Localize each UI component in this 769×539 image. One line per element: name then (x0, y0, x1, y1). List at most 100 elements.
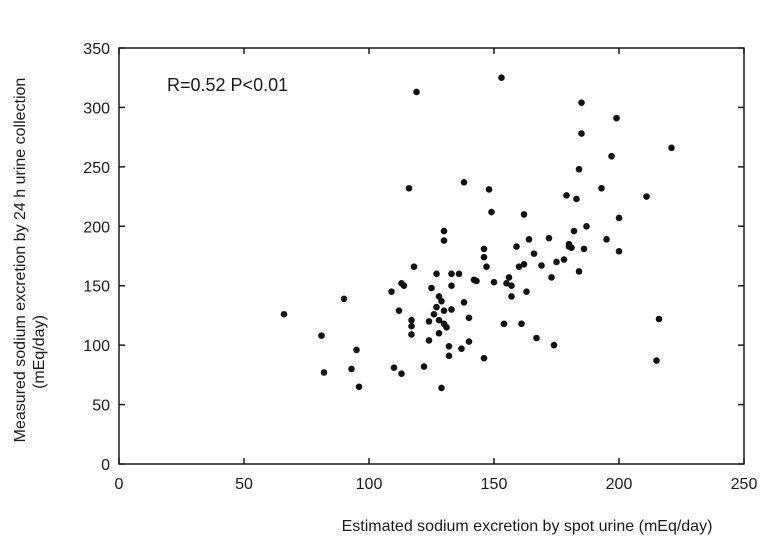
data-point (505, 274, 513, 281)
y-tick-label: 250 (83, 160, 110, 177)
data-point (410, 263, 418, 270)
data-point (395, 307, 403, 314)
y-axis-title-line-2: (mEq/day) (31, 315, 48, 389)
data-point (348, 365, 355, 373)
x-tick-label: 200 (606, 476, 633, 493)
data-point (608, 152, 615, 160)
data-point (485, 186, 493, 193)
data-point (398, 370, 405, 377)
data-point (405, 184, 413, 192)
data-point (445, 352, 453, 360)
data-point (568, 244, 575, 251)
data-point (388, 288, 395, 295)
data-point (340, 295, 348, 303)
data-point (500, 320, 508, 328)
data-point (355, 383, 363, 391)
data-point (480, 253, 488, 261)
x-tick-label: 100 (356, 476, 383, 493)
data-point (615, 214, 623, 222)
data-point (580, 245, 588, 253)
data-point (460, 299, 468, 306)
data-point (545, 234, 553, 242)
x-tick-label: 50 (235, 476, 253, 493)
data-point (520, 261, 528, 268)
data-point (408, 331, 415, 338)
y-tick-label: 50 (92, 398, 110, 415)
data-point (525, 236, 533, 243)
y-tick-label: 350 (83, 41, 110, 58)
data-point (553, 258, 560, 266)
data-point (480, 245, 488, 253)
data-point (440, 307, 448, 314)
data-point (425, 337, 433, 344)
data-point (460, 179, 468, 186)
data-point (615, 247, 623, 255)
data-point (598, 184, 605, 192)
data-point (563, 192, 570, 199)
data-point (560, 256, 568, 263)
data-point (570, 227, 578, 235)
data-point (440, 237, 448, 244)
data-point (655, 315, 663, 323)
data-point (440, 227, 448, 235)
data-point (318, 332, 325, 339)
data-point (280, 310, 288, 318)
data-point (465, 338, 473, 345)
data-point (613, 114, 620, 122)
data-point (523, 288, 530, 295)
y-tick-label: 0 (101, 457, 110, 474)
x-tick-label: 0 (115, 476, 124, 493)
data-point (420, 363, 428, 370)
data-point (520, 211, 528, 218)
data-point (503, 280, 510, 287)
x-axis-title: Estimated sodium excretion by spot urine… (342, 518, 713, 535)
data-point (473, 277, 480, 285)
y-axis-ticks: 0 50 100 150 200 250 300 350 (83, 41, 744, 474)
data-point (400, 282, 408, 290)
y-axis-title: Measured sodium excretion by 24 h urine … (12, 78, 48, 443)
data-point (448, 282, 455, 290)
data-point (578, 130, 585, 137)
data-point (438, 384, 445, 392)
data-point (653, 357, 660, 364)
data-point (433, 303, 440, 311)
data-point (438, 297, 445, 305)
y-tick-label: 200 (83, 219, 110, 236)
data-point (443, 324, 450, 331)
data-point (578, 99, 585, 106)
data-point (490, 278, 498, 286)
plot-frame (118, 47, 745, 465)
data-point (435, 316, 443, 324)
data-point (538, 262, 545, 269)
data-point (428, 284, 435, 292)
data-point (465, 314, 473, 322)
y-tick-label: 300 (83, 100, 110, 117)
x-tick-label: 250 (731, 476, 758, 493)
data-point (430, 310, 438, 318)
data-point (508, 293, 515, 300)
data-point (515, 263, 523, 270)
data-point (480, 354, 488, 362)
y-axis-title-line-1: Measured sodium excretion by 24 h urine … (12, 78, 29, 443)
data-point (390, 364, 398, 372)
axes (118, 47, 745, 465)
data-point (583, 222, 590, 230)
data-point (550, 341, 558, 349)
data-point (573, 195, 580, 203)
data-point (320, 369, 328, 376)
data-point (433, 270, 440, 278)
correlation-annotation: R=0.52 P<0.01 (167, 75, 288, 95)
data-point (448, 270, 455, 278)
y-tick-label: 150 (83, 279, 110, 296)
data-point (353, 346, 360, 354)
data-point (458, 345, 465, 353)
data-point (445, 343, 453, 350)
x-axis-ticks: 0 50 100 150 200 250 (115, 48, 758, 493)
data-point (508, 282, 515, 290)
data-point (513, 243, 520, 250)
data-point (488, 208, 495, 216)
data-point (425, 318, 433, 325)
data-point (575, 268, 583, 275)
data-point (533, 334, 540, 342)
